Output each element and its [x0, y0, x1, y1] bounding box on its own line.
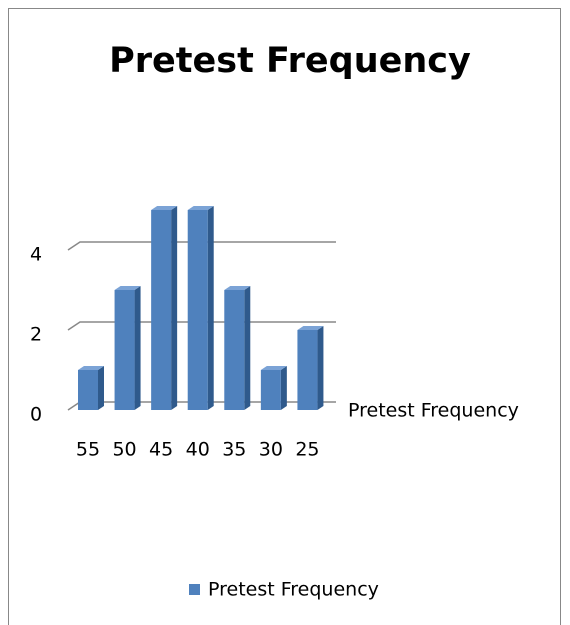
x-tick-label: 30	[259, 439, 283, 461]
bar	[297, 326, 324, 410]
bar-top	[224, 286, 251, 290]
bar-front	[297, 330, 318, 410]
y-tick-label: 2	[30, 324, 42, 346]
x-tick-label: 40	[186, 439, 210, 461]
bar	[151, 206, 178, 410]
bar-front	[151, 210, 172, 410]
bar-front	[260, 370, 281, 410]
bar-top	[78, 366, 104, 370]
x-tick-label: 55	[76, 439, 100, 461]
bar	[187, 206, 214, 410]
legend-label: Pretest Frequency	[208, 579, 379, 601]
bar-side	[244, 286, 251, 410]
y-tick-label: 0	[30, 404, 42, 426]
bar-side	[280, 366, 287, 410]
bar-front	[187, 210, 208, 410]
x-tick-label: 35	[222, 439, 246, 461]
chart-frame	[8, 8, 561, 625]
bar-front	[78, 370, 98, 410]
x-tick-label: 45	[149, 439, 173, 461]
bar-top	[114, 286, 141, 290]
grid-line	[67, 321, 336, 331]
depth-axis-label: Pretest Frequency	[348, 400, 519, 422]
bar-side	[171, 206, 178, 410]
bar-side	[98, 366, 104, 410]
bar-front	[114, 290, 135, 410]
chart-title: Pretest Frequency	[109, 41, 471, 81]
bar	[114, 286, 141, 410]
legend-swatch	[189, 584, 200, 595]
x-tick-label: 25	[295, 439, 319, 461]
bar	[224, 286, 251, 410]
bar-front	[224, 290, 245, 410]
bar-top	[187, 206, 214, 210]
bar-top	[260, 366, 287, 370]
x-tick-label: 50	[112, 439, 136, 461]
bar-top	[297, 326, 324, 330]
bar	[78, 366, 104, 410]
bar-side	[207, 206, 214, 410]
bar	[260, 366, 287, 410]
bar-top	[151, 206, 178, 210]
grid-line	[67, 241, 336, 251]
bar-side	[317, 326, 324, 410]
y-tick-label: 4	[30, 244, 42, 266]
bar-side	[134, 286, 141, 410]
